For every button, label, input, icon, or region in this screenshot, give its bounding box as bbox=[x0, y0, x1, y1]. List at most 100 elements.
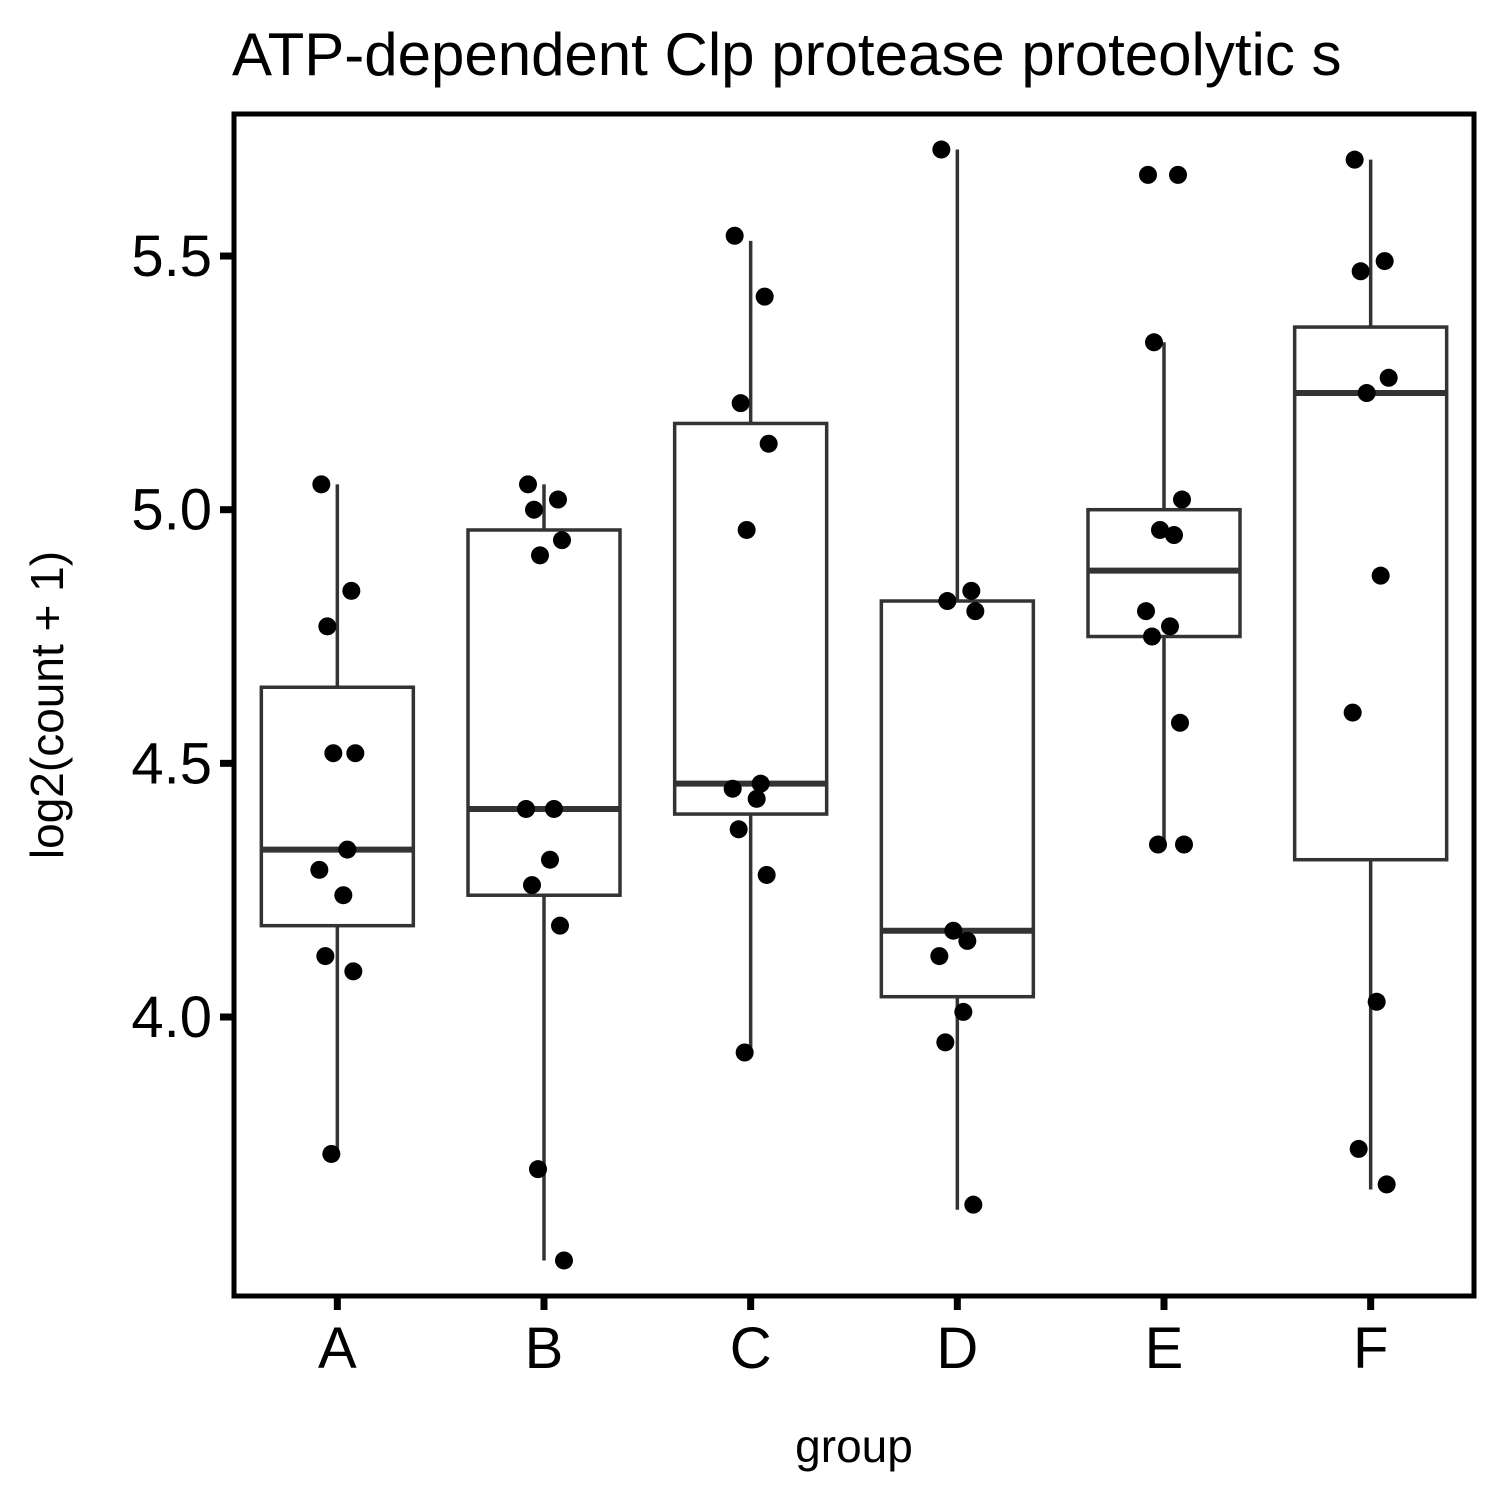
box-group-f bbox=[1292, 159, 1449, 1190]
data-point bbox=[938, 592, 957, 611]
boxes-layer bbox=[259, 149, 1449, 1261]
box-group-b bbox=[466, 484, 622, 1261]
x-tick-label: C bbox=[730, 1316, 772, 1381]
data-point bbox=[529, 1160, 547, 1179]
points-group-a bbox=[310, 475, 365, 1163]
data-point bbox=[1145, 333, 1163, 352]
data-point bbox=[555, 1251, 573, 1270]
y-tick-label: 4.5 bbox=[131, 731, 212, 796]
data-point bbox=[1139, 165, 1157, 184]
data-point bbox=[759, 434, 778, 453]
data-point bbox=[551, 916, 569, 935]
box-group-c bbox=[672, 240, 829, 1053]
data-point bbox=[735, 1043, 754, 1062]
x-tick-label: D bbox=[936, 1316, 978, 1381]
data-point bbox=[1343, 703, 1362, 722]
data-point bbox=[334, 886, 353, 905]
data-point bbox=[1137, 602, 1155, 621]
points-group-e bbox=[1137, 165, 1193, 854]
data-point bbox=[338, 840, 357, 859]
box-group-d bbox=[879, 149, 1036, 1210]
x-tick-label: E bbox=[1145, 1316, 1184, 1381]
data-point bbox=[517, 799, 535, 818]
box-iqr bbox=[466, 528, 622, 897]
data-point bbox=[324, 744, 343, 763]
data-point bbox=[519, 475, 537, 494]
data-point bbox=[531, 546, 549, 565]
data-point bbox=[541, 850, 559, 869]
y-tick-label: 4.0 bbox=[131, 985, 212, 1050]
box-group-a bbox=[259, 484, 416, 1154]
chart-title: ATP-dependent Clp protease proteolytic s bbox=[232, 21, 1342, 88]
data-point bbox=[966, 602, 985, 621]
data-point bbox=[755, 287, 774, 306]
data-point bbox=[553, 531, 571, 550]
data-point bbox=[545, 799, 563, 818]
data-point bbox=[1169, 165, 1187, 184]
data-point bbox=[747, 789, 766, 808]
data-point bbox=[958, 931, 977, 950]
data-point bbox=[1371, 566, 1390, 585]
data-point bbox=[1175, 835, 1193, 854]
y-tick-label: 5.5 bbox=[131, 224, 212, 289]
data-point bbox=[964, 1195, 983, 1214]
data-point bbox=[1171, 713, 1189, 732]
data-point bbox=[944, 921, 963, 940]
x-tick-label: B bbox=[525, 1316, 564, 1381]
points-group-b bbox=[517, 475, 573, 1270]
y-tick-label: 5.0 bbox=[131, 478, 212, 543]
data-point bbox=[1351, 262, 1370, 281]
data-point bbox=[729, 820, 748, 839]
plot-frame bbox=[231, 111, 1477, 1299]
data-point bbox=[318, 617, 337, 636]
data-point bbox=[936, 1033, 955, 1052]
data-point bbox=[932, 140, 951, 159]
x-tick-label: F bbox=[1353, 1316, 1388, 1381]
data-point bbox=[757, 865, 776, 884]
data-point bbox=[725, 226, 744, 245]
box-iqr bbox=[259, 685, 416, 928]
points-group-c bbox=[723, 226, 778, 1062]
data-point bbox=[525, 500, 543, 519]
data-point bbox=[346, 744, 365, 763]
data-point bbox=[1149, 835, 1167, 854]
points-group-d bbox=[930, 140, 985, 1214]
data-point bbox=[1349, 1139, 1368, 1158]
data-point bbox=[737, 520, 756, 539]
data-point bbox=[344, 962, 363, 981]
data-point bbox=[954, 1002, 973, 1021]
data-point bbox=[1161, 617, 1179, 636]
x-axis: A B C D E F bbox=[318, 1296, 1388, 1381]
y-axis-title: log2(count + 1) bbox=[21, 551, 73, 859]
points-group-f bbox=[1343, 150, 1398, 1194]
data-point bbox=[322, 1144, 341, 1163]
data-point bbox=[1379, 368, 1398, 387]
data-point bbox=[310, 860, 329, 879]
box-iqr bbox=[1292, 325, 1449, 862]
data-point bbox=[523, 876, 541, 895]
data-point bbox=[1165, 526, 1183, 545]
data-point bbox=[962, 581, 981, 600]
data-point bbox=[1345, 150, 1364, 169]
points-layer bbox=[310, 140, 1398, 1270]
data-point bbox=[549, 490, 567, 509]
data-point bbox=[316, 947, 335, 966]
data-point bbox=[1173, 490, 1191, 509]
y-axis: 4.0 4.5 5.0 5.5 bbox=[131, 224, 234, 1050]
data-point bbox=[1377, 1175, 1396, 1194]
data-point bbox=[930, 947, 949, 966]
box-group-e bbox=[1086, 342, 1242, 845]
data-point bbox=[723, 779, 742, 798]
data-point bbox=[312, 475, 331, 494]
x-tick-label: A bbox=[318, 1316, 357, 1381]
data-point bbox=[1367, 992, 1386, 1011]
data-point bbox=[342, 581, 361, 600]
data-point bbox=[1375, 252, 1394, 271]
data-point bbox=[751, 774, 770, 793]
data-point bbox=[1357, 384, 1376, 403]
x-axis-title: group bbox=[795, 1420, 913, 1472]
data-point bbox=[1143, 627, 1161, 646]
data-point bbox=[1151, 520, 1169, 539]
